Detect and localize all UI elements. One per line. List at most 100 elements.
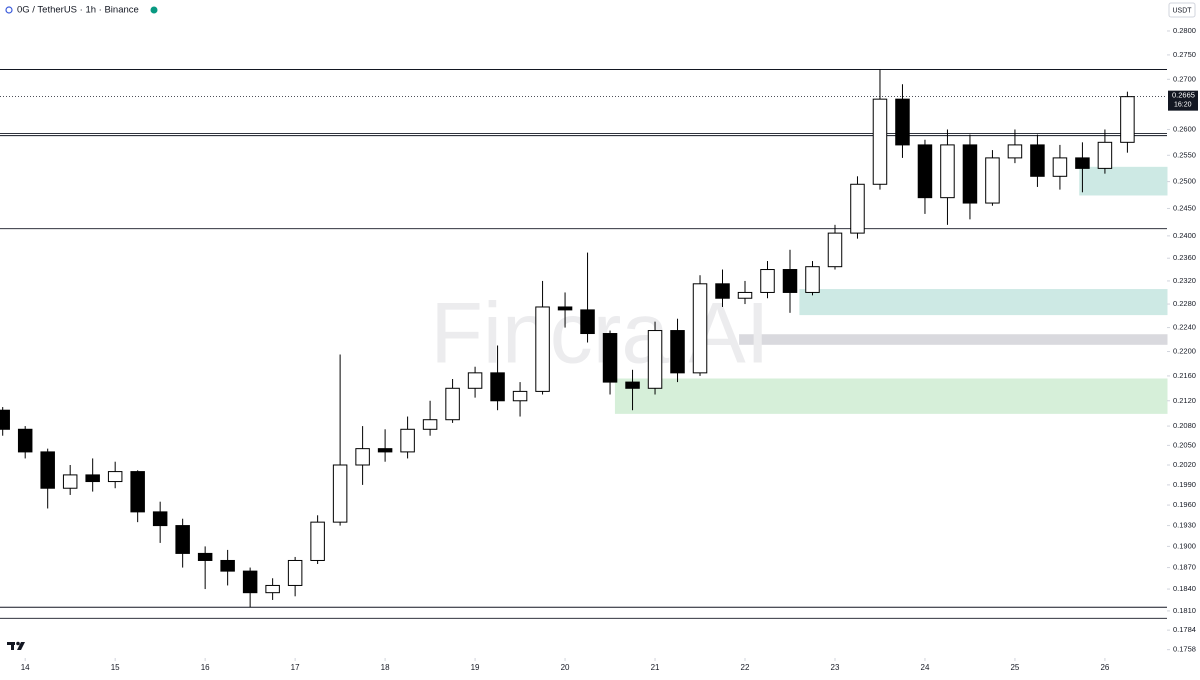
- candle-body: [490, 372, 505, 402]
- candle-body: [130, 471, 145, 513]
- x-tick-label: 25: [1010, 663, 1019, 672]
- x-tick-label: 15: [111, 663, 120, 672]
- candle-body: [917, 144, 933, 199]
- candle-body: [287, 559, 303, 586]
- candle-body: [1120, 96, 1135, 143]
- x-tick-label: 16: [201, 663, 210, 672]
- y-tick-label: 0.2600: [1173, 124, 1196, 133]
- candle-body: [940, 144, 955, 199]
- currency-box[interactable]: [1168, 2, 1196, 18]
- candle-body: [265, 584, 280, 594]
- candle-body: [445, 387, 460, 421]
- candle-body: [602, 333, 618, 383]
- y-tick-label: 0.2120: [1173, 396, 1196, 405]
- x-tick-label: 20: [561, 663, 570, 672]
- y-tick-label: 0.2450: [1173, 203, 1196, 212]
- x-tick-label: 22: [741, 663, 750, 672]
- candle-body: [1097, 141, 1113, 169]
- candle-body: [557, 306, 573, 311]
- logo-part: [17, 642, 25, 650]
- candle-body: [1075, 157, 1090, 169]
- y-tick-label: 0.2280: [1173, 299, 1196, 308]
- candle-body: [85, 474, 100, 483]
- y-tick-label: 0.2800: [1173, 26, 1196, 35]
- y-tick-label: 0.1930: [1173, 521, 1196, 530]
- zone: [799, 289, 1168, 316]
- candle-body: [377, 448, 393, 453]
- candle-body: [985, 157, 1000, 204]
- candle-body: [152, 511, 168, 527]
- candle-body: [332, 464, 348, 523]
- y-tick-label: 0.1840: [1173, 584, 1196, 593]
- candle-body: [310, 521, 325, 561]
- y-tick-label: 0.2020: [1173, 460, 1196, 469]
- candle-body: [1030, 144, 1045, 177]
- status-dot: [150, 6, 158, 14]
- x-tick-label: 14: [21, 663, 30, 672]
- candle-body: [895, 98, 910, 146]
- y-tick-label: 0.2750: [1173, 50, 1196, 59]
- x-tick-label: 21: [651, 663, 660, 672]
- logo[interactable]: [7, 641, 25, 650]
- current-price-box: [1168, 90, 1198, 111]
- candle-body: [175, 525, 190, 554]
- candle-body: [467, 372, 483, 389]
- y-tick-label: 0.1990: [1173, 480, 1196, 489]
- candle-body: [0, 409, 10, 430]
- candle-body: [827, 232, 843, 268]
- candle-body: [737, 291, 753, 299]
- levels: [0, 69, 1167, 619]
- y-tick-label: 0.2500: [1173, 177, 1196, 186]
- y-tick-label: 0.2240: [1173, 323, 1196, 332]
- candle-body: [220, 559, 235, 572]
- candle-body: [692, 283, 708, 374]
- candle-body: [1007, 144, 1023, 159]
- candle-body: [782, 269, 798, 293]
- candle-body: [400, 428, 415, 453]
- candle-body: [62, 474, 78, 489]
- candle-body: [512, 390, 528, 402]
- y-tick-label: 0.2160: [1173, 371, 1196, 380]
- y-tick-label: 0.1758: [1173, 645, 1196, 654]
- x-tick-label: 26: [1100, 663, 1109, 672]
- axes: 0.2800 0.2750 0.2700 0.2600 0.2550 0.2500 0.24…: [21, 26, 1198, 672]
- chart-title[interactable]: 0G / TetherUS · 1h · Binance: [17, 5, 139, 16]
- candle-body: [670, 330, 685, 374]
- currency-label: USDT: [1172, 7, 1192, 14]
- x-tick-label: 24: [921, 663, 930, 672]
- y-tick-label: 0.2550: [1173, 150, 1196, 159]
- y-tick-label: 0.2400: [1173, 231, 1196, 240]
- candle-body: [197, 552, 213, 561]
- current-price-label: 0.2665: [1172, 91, 1195, 100]
- candle-body: [962, 144, 978, 204]
- candle-body: [647, 330, 663, 389]
- x-tick-label: 19: [471, 663, 480, 672]
- y-tick-label: 0.2320: [1173, 276, 1196, 285]
- candles: [0, 69, 1135, 608]
- zone: [614, 378, 1168, 414]
- candle-body: [715, 283, 730, 299]
- y-tick-label: 0.1960: [1173, 500, 1196, 509]
- candle-body: [355, 448, 370, 466]
- candle-body: [760, 269, 775, 293]
- y-tick-label: 0.2360: [1173, 253, 1196, 262]
- candle-body: [805, 266, 820, 293]
- candle-body: [17, 428, 33, 453]
- x-tick-label: 23: [831, 663, 840, 672]
- y-tick-label: 0.1784: [1173, 625, 1196, 634]
- candle-body: [242, 570, 258, 594]
- watermark: Fincra AI: [430, 286, 769, 382]
- candle-body: [872, 98, 888, 185]
- candle-body: [40, 451, 55, 489]
- y-tick-label: 0.2200: [1173, 347, 1196, 356]
- logo-part: [16, 641, 20, 646]
- y-tick-label: 0.2080: [1173, 421, 1196, 430]
- zones: [614, 166, 1168, 414]
- candle-body: [580, 309, 595, 335]
- y-tick-label: 0.2050: [1173, 440, 1196, 449]
- candle-body: [625, 381, 640, 389]
- y-tick-label: 0.1870: [1173, 563, 1196, 572]
- candle-body: [850, 183, 865, 234]
